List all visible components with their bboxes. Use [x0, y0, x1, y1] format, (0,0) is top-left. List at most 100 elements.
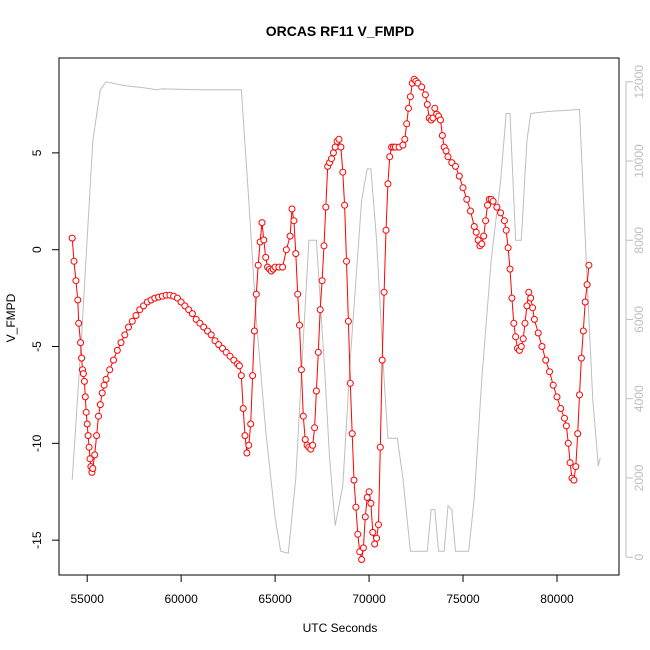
data-point: [577, 354, 585, 362]
data-point: [579, 327, 587, 335]
data-point: [405, 104, 412, 112]
data-point: [406, 93, 414, 101]
data-point: [81, 393, 89, 401]
data-point: [378, 356, 386, 364]
data-point: [288, 205, 296, 213]
data-point: [70, 257, 78, 265]
data-point: [444, 153, 452, 161]
data-point: [77, 339, 85, 347]
data-point: [250, 327, 258, 335]
data-point: [452, 162, 459, 170]
data-point: [512, 333, 520, 341]
data-point: [442, 147, 450, 155]
y2-tick-label: 8000: [632, 227, 646, 254]
y2-tick-label: 10000: [632, 144, 646, 178]
data-point: [482, 217, 490, 225]
data-point: [309, 441, 317, 449]
data-point: [290, 217, 298, 225]
data-point: [339, 168, 347, 176]
data-point: [493, 203, 501, 211]
data-point: [506, 265, 514, 273]
y-tick-label: 0: [30, 246, 44, 253]
data-point: [576, 391, 583, 399]
data-point: [337, 143, 345, 151]
data-point: [83, 420, 91, 428]
data-point: [467, 207, 474, 215]
data-point: [470, 223, 478, 230]
data-point: [239, 405, 247, 412]
data-point: [207, 331, 215, 339]
chart-title: ORCAS RF11 V_FMPD: [266, 23, 415, 39]
data-point: [517, 343, 525, 350]
data-point: [254, 261, 262, 269]
y-tick-label: -15: [30, 531, 44, 549]
data-point: [386, 153, 394, 161]
data-point: [382, 226, 390, 234]
data-point: [346, 379, 354, 387]
data-point: [243, 449, 251, 457]
x-tick-label: 65000: [258, 592, 292, 606]
data-point: [95, 412, 102, 420]
data-point: [106, 366, 114, 374]
data-point: [538, 343, 546, 350]
data-point: [484, 201, 491, 209]
data-point: [438, 132, 446, 139]
data-point: [369, 528, 377, 536]
x-axis-label: UTC Seconds: [303, 621, 378, 635]
data-point: [86, 455, 94, 463]
data-point: [258, 219, 266, 227]
data-point: [84, 432, 92, 440]
data-point: [343, 257, 350, 265]
data-point: [331, 143, 339, 151]
y2-tick-label: 0: [632, 554, 646, 561]
data-point: [521, 319, 529, 327]
data-point: [358, 556, 366, 563]
data-point: [472, 228, 480, 236]
data-point: [463, 195, 471, 203]
data-point: [570, 476, 578, 484]
x-tick-label: 80000: [540, 592, 574, 606]
data-point: [279, 263, 287, 271]
data-point: [296, 321, 303, 329]
data-point: [249, 372, 257, 380]
data-point: [286, 232, 294, 240]
data-point: [74, 296, 82, 304]
data-point: [504, 244, 512, 252]
data-point: [502, 226, 510, 234]
data-point: [68, 234, 76, 242]
data-point: [500, 217, 508, 225]
data-point: [91, 451, 99, 459]
data-point: [89, 465, 97, 472]
data-point: [403, 120, 411, 128]
data-point: [282, 246, 290, 254]
data-point: [237, 372, 245, 380]
y-axis-label: V_FMPD: [4, 293, 18, 342]
data-point: [561, 414, 568, 422]
data-point: [316, 306, 324, 314]
data-point: [399, 141, 407, 149]
data-point: [98, 389, 106, 397]
data-point: [359, 544, 367, 552]
data-point: [82, 408, 90, 416]
data-point: [102, 375, 110, 383]
data-point: [113, 346, 121, 354]
data-point: [373, 534, 381, 542]
altitude-line: [71, 81, 601, 554]
data-point: [312, 387, 320, 395]
data-point: [549, 381, 557, 389]
y2-tick-label: 4000: [632, 385, 646, 412]
data-point: [365, 488, 373, 496]
data-point: [508, 294, 516, 302]
data-point: [401, 135, 409, 143]
data-point: [328, 155, 335, 163]
data-point: [437, 116, 444, 124]
data-point: [78, 354, 86, 362]
y2-tick-label: 6000: [632, 306, 646, 333]
data-point: [380, 288, 388, 296]
data-point: [241, 432, 249, 440]
series-altitude-line: [71, 81, 601, 554]
data-point: [421, 91, 429, 99]
data-point: [100, 381, 108, 389]
x-tick-label: 60000: [164, 592, 198, 606]
